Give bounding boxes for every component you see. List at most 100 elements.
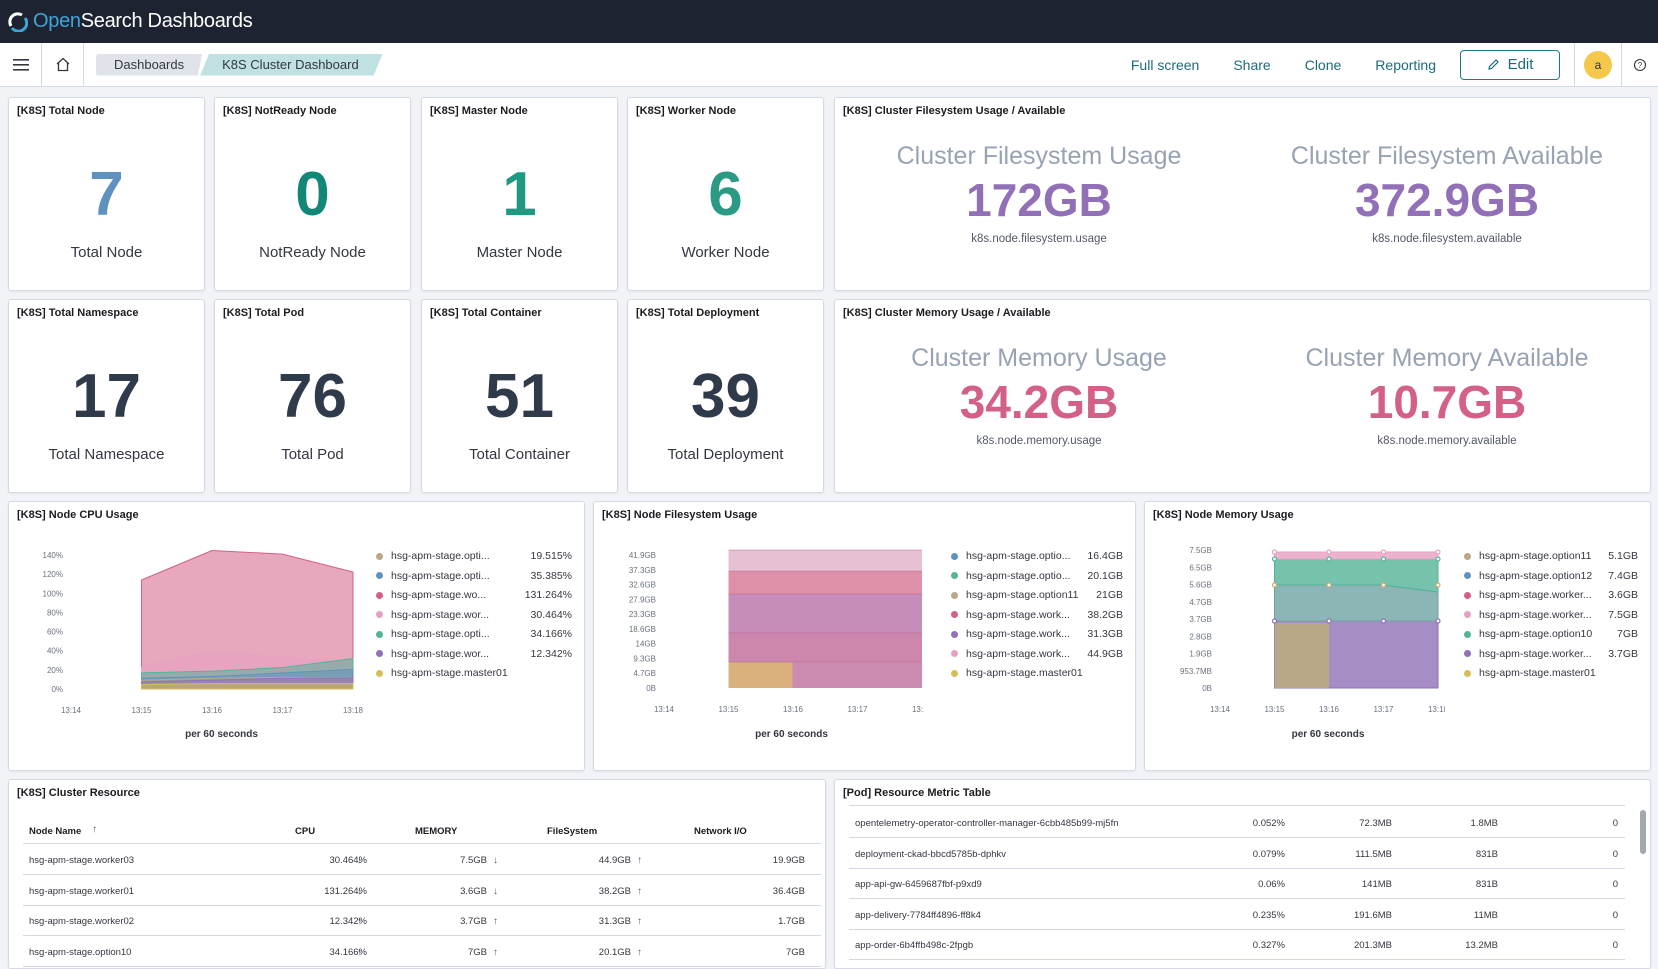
nav-bar: Dashboards K8S Cluster Dashboard Full sc… [0,42,1658,87]
cell-memory-usage: 201.3MB [1353,940,1392,951]
panel-title: [K8S] Total Deployment [636,307,760,319]
avatar[interactable]: a [1584,50,1612,79]
legend-item[interactable]: hsg-apm-stage.worker... [1464,648,1592,660]
legend-item[interactable]: hsg-apm-stage.optio... [951,550,1070,562]
legend-value: 20.1GB [1087,569,1123,582]
filesystem-chart-panel: [K8S] Node Filesystem Usage 0B 4.7GB 9.3GB… [593,501,1136,771]
edit-button[interactable]: Edit [1460,49,1560,80]
sort-asc-icon: ↑ [92,824,97,835]
legend-item[interactable]: hsg-apm-stage.work... [951,628,1070,640]
arrow-up-icon: ↑ [637,885,642,897]
legend-value: 34.166% [530,628,572,640]
reporting-link[interactable]: Reporting [1375,56,1436,73]
legend-dot [1464,650,1471,657]
panel-title: [K8S] Cluster Resource [17,787,140,799]
panel-title: [K8S] Master Node [430,105,528,117]
full-screen-link[interactable]: Full screen [1130,56,1200,73]
panel-title: [K8S] Total Node [17,105,105,117]
legend-item[interactable]: hsg-apm-stage.opti... [376,550,490,562]
fs-series-area [728,571,922,594]
legend-value: 44.9GB [1087,647,1123,660]
user-menu[interactable]: a [1574,42,1622,87]
cell-filesystem: 31.3GB [598,916,631,927]
cell-cpu-usage: 0.06% [1258,879,1285,890]
cell-filesystem: 20.1GB [598,946,631,958]
brand-title[interactable]: OpenSearch Dashboards [33,10,253,33]
x-tick-label: 13:16 [1319,705,1340,714]
legend-item[interactable]: hsg-apm-stage.opti... [376,628,490,640]
legend-item[interactable]: hsg-apm-stage.work... [951,648,1070,660]
metric-label: NotReady Node [259,244,366,261]
cell-network: 36.4GB [772,885,805,897]
legend-value: 131.264% [524,589,572,601]
metric-label: Total Container [469,446,570,463]
legend-dot [951,650,958,657]
help-button[interactable]: ? [1622,43,1658,87]
legend-item[interactable]: hsg-apm-stage.wo... [376,589,486,601]
legend-item[interactable]: hsg-apm-stage.worker... [1464,589,1592,601]
legend-item[interactable]: hsg-apm-stage.option12 [1464,570,1592,582]
x-tick-label: 13:14 [61,706,82,715]
share-link[interactable]: Share [1233,56,1271,73]
column-header[interactable]: Node Name [29,826,82,837]
legend-dot [1464,572,1471,579]
fs-usage-field: k8s.node.filesystem.usage [971,233,1107,245]
arrow-down-icon: ↓ [357,885,362,897]
total-pod-panel: [K8S] Total Pod 76 Total Pod [214,299,411,493]
legend-label: hsg-apm-stage.option11 [1479,550,1592,562]
cell-cpu-usage: 0.327% [1252,940,1285,951]
clone-link[interactable]: Clone [1304,56,1342,73]
cell-network: 1.7GB [778,916,805,927]
legend-value: 35.385% [530,569,572,582]
home-button[interactable] [42,42,84,87]
legend-label: hsg-apm-stage.work... [966,628,1070,640]
legend-label: hsg-apm-stage.opti... [391,569,490,582]
legend-item[interactable]: hsg-apm-stage.master01 [1464,667,1596,679]
column-header[interactable]: Network I/O [694,826,747,837]
legend-item[interactable]: hsg-apm-stage.optio... [951,570,1070,582]
fs-available-field: k8s.node.filesystem.available [1372,233,1522,245]
legend-item[interactable]: hsg-apm-stage.worker... [1464,609,1592,621]
legend-item[interactable]: hsg-apm-stage.master01 [376,667,508,679]
column-header[interactable]: CPU [295,826,316,837]
menu-button[interactable] [0,42,42,87]
row-divider [23,874,821,875]
legend-label: hsg-apm-stage.option10 [1479,628,1593,640]
legend-item[interactable]: hsg-apm-stage.master01 [951,667,1083,679]
legend-item[interactable]: hsg-apm-stage.work... [951,609,1070,621]
legend-item[interactable]: hsg-apm-stage.wor... [376,648,489,660]
cell-cpu-usage: 0.079% [1252,848,1285,860]
mem-series-area [1274,584,1439,622]
arrow-up-icon: ↑ [357,916,362,927]
mem-point [1271,556,1278,562]
opensearch-logo-icon[interactable] [8,11,28,32]
fs-series-area [792,662,922,688]
scrollbar[interactable] [1640,810,1646,854]
mem-point [1435,582,1441,588]
mem-point [1271,549,1278,555]
legend-item[interactable]: hsg-apm-stage.wor... [376,609,489,621]
mem-point [1326,556,1332,562]
y-tick-label: 37.3GB [629,566,656,575]
mem-point [1435,556,1441,562]
brand-rest-text: Search Dashboards [80,10,253,32]
breadcrumb-dashboards[interactable]: Dashboards [96,53,203,76]
brand-open-text: Open [33,10,81,32]
pod-metric-panel: [Pod] Resource Metric Table Pod NameCPU … [834,779,1651,969]
column-header[interactable]: FileSystem [547,826,598,837]
row-divider [849,867,1625,869]
legend-label: hsg-apm-stage.optio... [966,569,1071,582]
mem-point [1326,582,1332,588]
legend-item[interactable]: hsg-apm-stage.option10 [1464,628,1592,640]
metric-label: Worker Node [681,244,770,261]
legend-dot [376,650,383,657]
master-node-panel: [K8S] Master Node 1 Master Node [421,97,618,291]
legend-item[interactable]: hsg-apm-stage.opti... [376,570,490,582]
cell-cpu: 12.342% [329,916,367,927]
legend-item[interactable]: hsg-apm-stage.option11 [1464,550,1591,562]
column-header[interactable]: MEMORY [415,826,458,837]
legend-item[interactable]: hsg-apm-stage.option11 [951,589,1078,601]
notready-node-panel: [K8S] NotReady Node 0 NotReady Node [214,97,411,291]
mem-point [1380,582,1387,588]
mem-available-value: 10.7GB [1367,376,1527,428]
